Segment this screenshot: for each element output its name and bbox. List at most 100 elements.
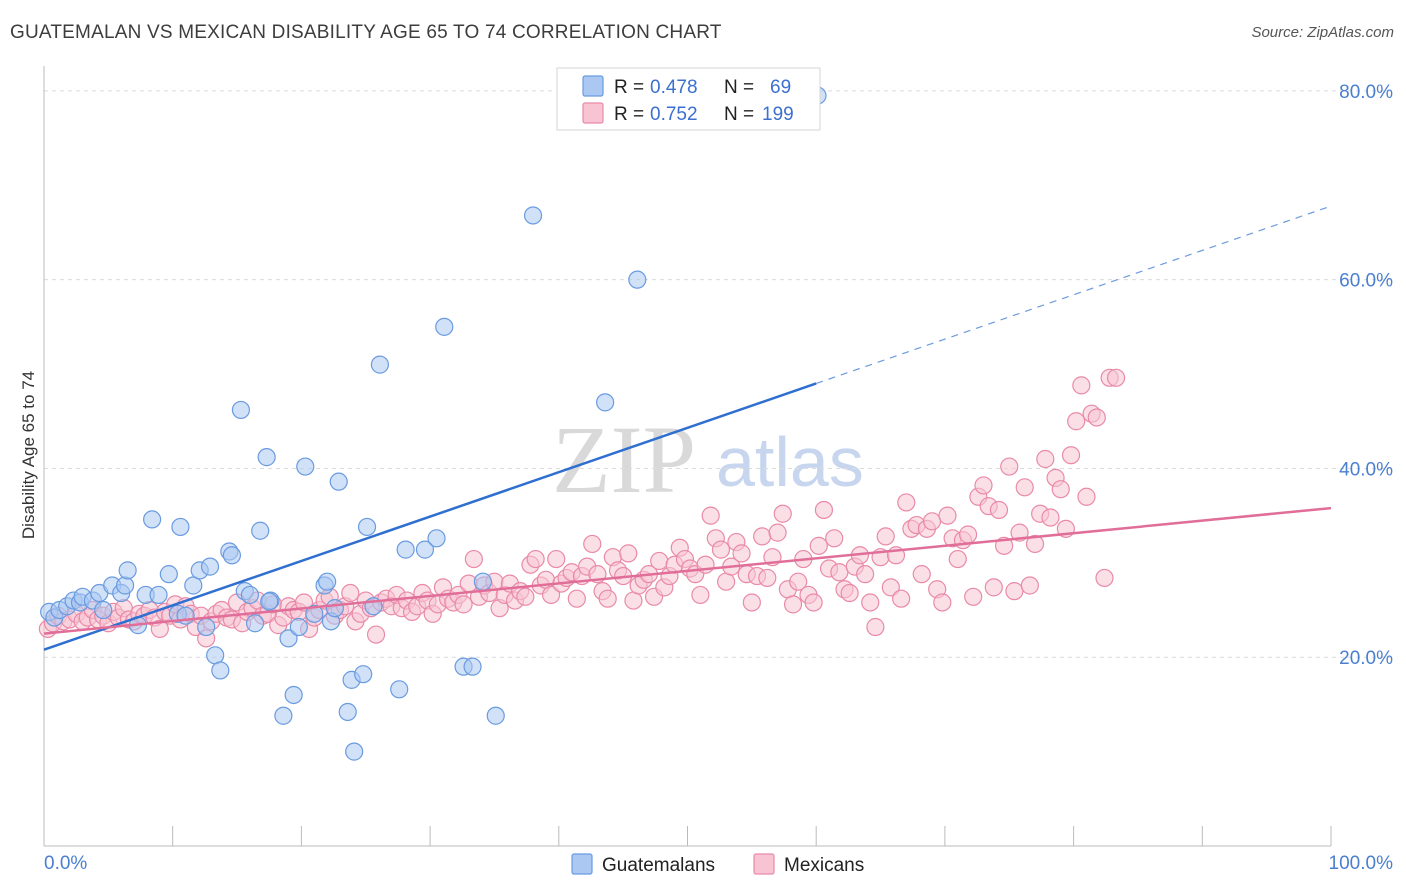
data-point xyxy=(892,589,911,608)
data-point xyxy=(473,572,492,591)
data-point xyxy=(463,657,482,676)
data-point xyxy=(1095,568,1114,588)
x-tick-label-min: 0.0% xyxy=(44,853,87,874)
data-point xyxy=(118,561,137,580)
data-point xyxy=(464,549,483,569)
data-point xyxy=(390,680,409,699)
legend-item-guatemalans: Guatemalans xyxy=(602,855,715,876)
data-point xyxy=(184,576,203,595)
gridlines xyxy=(44,90,1393,658)
data-point xyxy=(753,527,772,546)
legend-r-value: 0.478 xyxy=(650,77,698,98)
data-point xyxy=(1077,487,1096,506)
data-point xyxy=(619,544,638,563)
data-point xyxy=(964,587,983,606)
y-tick-label: 40.0% xyxy=(1339,459,1393,480)
legend-r-label: R = xyxy=(614,104,644,125)
legend-item-guatemalans-swatch xyxy=(571,853,593,875)
data-point xyxy=(624,591,643,610)
watermark-zip: ZIP xyxy=(552,406,696,513)
data-point xyxy=(717,572,736,591)
data-point xyxy=(115,576,135,595)
data-point xyxy=(1041,508,1060,527)
data-point xyxy=(876,527,895,546)
data-point xyxy=(742,593,761,612)
data-point xyxy=(338,702,357,722)
data-point xyxy=(984,578,1003,597)
y-tick-label: 80.0% xyxy=(1339,82,1393,103)
data-point xyxy=(370,355,390,374)
data-point xyxy=(809,536,828,555)
data-point xyxy=(830,563,849,582)
trend-line-mexicans xyxy=(43,506,1332,635)
data-point xyxy=(357,517,377,537)
data-point xyxy=(435,317,454,336)
data-point xyxy=(260,592,279,611)
x-tick-label-max: 100.0% xyxy=(1329,853,1394,874)
data-point xyxy=(989,500,1009,520)
data-point xyxy=(366,625,386,644)
data-point xyxy=(341,583,360,603)
data-point xyxy=(325,599,344,618)
data-point xyxy=(415,540,435,559)
data-point xyxy=(628,270,647,289)
data-point xyxy=(523,206,543,225)
series-guatemalans xyxy=(40,86,827,761)
data-point xyxy=(974,476,993,495)
legend-swatch-mexicans xyxy=(582,102,604,124)
data-point xyxy=(200,557,220,576)
trend-line-guatemalans-extension xyxy=(816,205,1332,385)
data-point xyxy=(711,540,731,559)
data-point xyxy=(856,565,875,584)
data-point xyxy=(94,600,113,620)
watermark: ZIP atlas xyxy=(552,406,864,513)
data-point xyxy=(1036,449,1055,469)
data-point xyxy=(938,506,957,525)
data-point xyxy=(567,589,586,608)
data-point xyxy=(197,617,216,637)
data-point xyxy=(240,585,260,605)
data-point xyxy=(486,706,505,725)
data-point xyxy=(354,665,373,684)
legend-n-label: N = xyxy=(724,104,754,125)
data-point xyxy=(1005,582,1024,601)
data-point xyxy=(897,493,916,512)
data-point xyxy=(881,578,900,597)
data-point xyxy=(1067,412,1086,431)
data-point xyxy=(948,549,967,569)
legend-n-value: 199 xyxy=(762,104,794,125)
data-point xyxy=(274,706,293,725)
data-point xyxy=(318,572,337,591)
data-point xyxy=(691,585,710,605)
data-point xyxy=(526,549,545,569)
correlation-legend: R = 0.478 N = 69 R = 0.752 N = 199 xyxy=(556,67,821,131)
data-point xyxy=(701,506,720,525)
data-point xyxy=(251,521,270,540)
source-label: Source: ZipAtlas.com xyxy=(1251,24,1394,41)
data-point xyxy=(933,593,952,612)
data-point xyxy=(1106,368,1126,387)
legend-r-label: R = xyxy=(614,77,644,98)
y-tick-label: 20.0% xyxy=(1339,648,1393,669)
data-point xyxy=(541,585,561,605)
data-point xyxy=(150,619,169,639)
x-tick-labels: 0.0% 100.0% xyxy=(44,853,1393,874)
data-point xyxy=(583,534,602,554)
axes xyxy=(43,66,1332,847)
data-point xyxy=(732,544,751,563)
chart-title: GUATEMALAN VS MEXICAN DISABILITY AGE 65 … xyxy=(10,22,722,43)
watermark-atlas: atlas xyxy=(716,423,864,501)
data-point xyxy=(1061,446,1081,465)
data-point xyxy=(825,529,844,548)
data-point xyxy=(1087,408,1106,427)
y-tick-labels: 20.0% 40.0% 60.0% 80.0% xyxy=(1339,82,1393,669)
data-point xyxy=(396,540,415,559)
data-point xyxy=(149,585,168,605)
data-point xyxy=(171,517,190,537)
data-point xyxy=(454,595,473,614)
y-axis-label: Disability Age 65 to 74 xyxy=(19,371,38,539)
data-point xyxy=(650,551,669,571)
data-point xyxy=(279,629,298,648)
legend-swatch-guatemalans xyxy=(582,75,604,97)
data-point xyxy=(1000,457,1019,476)
